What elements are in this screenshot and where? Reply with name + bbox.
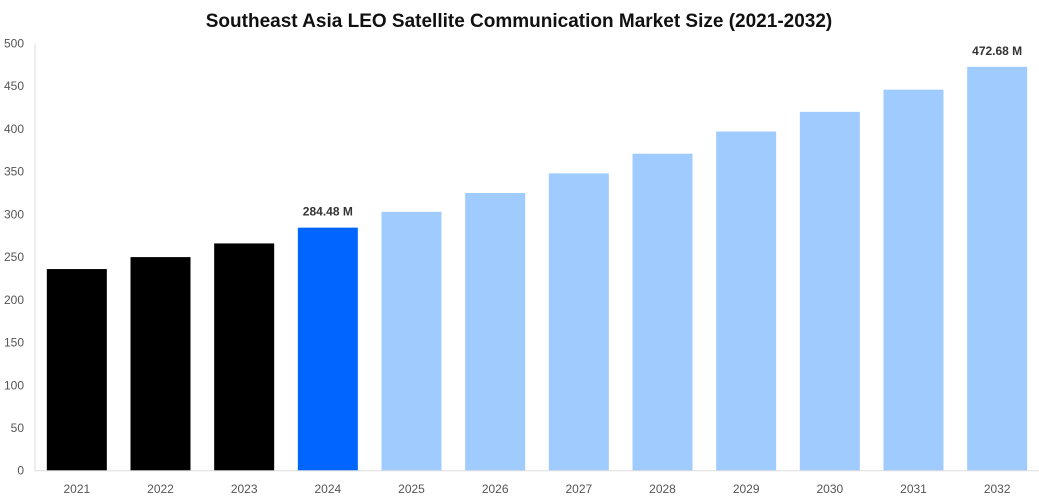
- x-tick-label: 2032: [984, 482, 1011, 496]
- bar-2028: [632, 153, 693, 471]
- y-tick-label: 0: [17, 464, 24, 478]
- bar-2031: [883, 89, 944, 471]
- y-tick-label: 300: [4, 207, 24, 221]
- bar-2027: [548, 173, 609, 471]
- y-tick-label: 250: [4, 250, 24, 264]
- x-tick-label: 2021: [63, 482, 90, 496]
- bar-2026: [465, 193, 526, 471]
- bar-2030: [799, 111, 860, 471]
- bar-2021: [46, 269, 107, 471]
- chart-title: Southeast Asia LEO Satellite Communicati…: [206, 11, 833, 32]
- x-tick-label: 2023: [231, 482, 258, 496]
- y-tick-label: 100: [4, 378, 24, 392]
- x-tick-label: 2028: [649, 482, 676, 496]
- x-tick-label: 2025: [398, 482, 425, 496]
- y-tick-label: 500: [4, 37, 24, 51]
- y-tick-label: 400: [4, 122, 24, 136]
- x-tick-label: 2029: [733, 482, 760, 496]
- data-label-2032: 472.68 M: [972, 44, 1022, 58]
- data-label-2024: 284.48 M: [303, 205, 353, 219]
- y-tick-label: 50: [11, 421, 25, 435]
- y-tick-label: 150: [4, 336, 24, 350]
- bar-2024: [297, 227, 358, 471]
- x-tick-label: 2027: [565, 482, 592, 496]
- bar-2032: [967, 66, 1028, 471]
- y-tick-label: 450: [4, 79, 24, 93]
- x-tick-label: 2026: [482, 482, 509, 496]
- bar-2029: [716, 131, 777, 471]
- x-tick-label: 2022: [147, 482, 174, 496]
- y-tick-label: 200: [4, 293, 24, 307]
- y-tick-label: 350: [4, 165, 24, 179]
- bar-2022: [130, 257, 191, 471]
- x-tick-label: 2031: [900, 482, 927, 496]
- x-tick-label: 2024: [314, 482, 341, 496]
- bar-2023: [214, 243, 275, 471]
- bar-2025: [381, 211, 442, 471]
- x-tick-label: 2030: [816, 482, 843, 496]
